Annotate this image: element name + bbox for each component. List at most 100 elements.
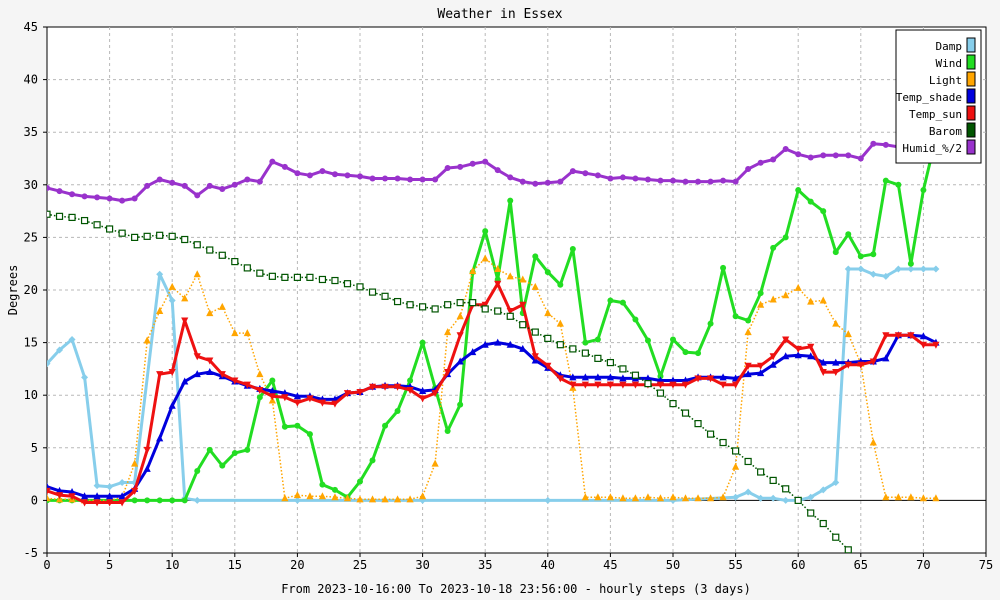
series-line-temp-sun (47, 282, 936, 504)
data-point-barom (419, 303, 427, 311)
data-point-light (318, 492, 327, 500)
data-point-humid-2 (644, 176, 651, 183)
data-point-temp-shade (606, 373, 614, 381)
data-point-wind (845, 231, 852, 238)
data-point-wind (507, 197, 514, 204)
data-point-barom (569, 345, 577, 353)
data-point-temp-sun (143, 446, 151, 454)
data-point-wind (745, 317, 752, 324)
data-point-barom (706, 430, 715, 438)
y-tick-label: 45 (24, 20, 38, 34)
data-point-temp-sun (656, 381, 665, 389)
data-point-temp-shade (919, 332, 927, 340)
data-point-barom (231, 257, 239, 266)
data-point-humid-2 (557, 178, 564, 185)
data-point-damp (769, 494, 777, 502)
data-point-humid-2 (870, 140, 877, 147)
data-point-damp (819, 486, 827, 494)
data-point-damp (832, 479, 840, 487)
data-point-barom (681, 409, 690, 417)
data-point-damp (156, 270, 164, 278)
data-point-barom (105, 225, 114, 233)
data-point-temp-shade (156, 434, 164, 442)
data-point-light (156, 307, 164, 315)
data-point-damp (807, 493, 815, 501)
data-point-humid-2 (144, 182, 151, 189)
data-point-temp-sun (494, 280, 502, 288)
data-point-humid-2 (582, 170, 589, 177)
data-point-barom (343, 280, 352, 288)
data-point-barom (531, 328, 539, 336)
data-point-wind (532, 253, 539, 260)
data-point-temp-sun (444, 369, 452, 377)
data-point-temp-shade (569, 373, 577, 381)
data-point-temp-shade (118, 492, 126, 500)
data-point-light (556, 319, 564, 327)
data-point-temp-sun (531, 353, 539, 361)
data-point-barom (669, 400, 677, 408)
legend-swatch-temp-sun (966, 105, 976, 121)
data-point-temp-sun (619, 381, 627, 389)
data-point-light (669, 493, 677, 501)
y-tick-label: -5 (24, 546, 38, 560)
data-point-wind (281, 423, 288, 430)
data-point-temp-shade (143, 464, 151, 472)
x-tick-label: 15 (228, 558, 242, 572)
data-point-humid-2 (231, 181, 238, 188)
data-point-temp-shade (106, 492, 114, 500)
x-tick-label: 55 (728, 558, 742, 572)
data-point-wind (569, 245, 576, 252)
data-point-temp-sun (293, 399, 301, 407)
data-point-wind (644, 337, 651, 344)
data-point-barom (694, 420, 702, 428)
data-point-temp-shade (757, 369, 765, 377)
data-point-light (606, 493, 614, 501)
data-point-light (356, 495, 364, 503)
data-point-humid-2 (820, 152, 827, 159)
data-point-light (494, 264, 502, 272)
data-point-temp-sun (206, 357, 214, 365)
data-point-temp-shade (782, 352, 790, 360)
data-point-temp-sun (131, 487, 139, 495)
data-point-barom (118, 229, 126, 237)
data-point-humid-2 (682, 178, 689, 185)
data-point-barom (757, 468, 765, 476)
data-point-light (231, 329, 239, 337)
data-point-barom (794, 496, 802, 504)
data-point-damp (919, 265, 927, 273)
data-point-damp (782, 496, 790, 504)
data-point-light (456, 312, 464, 320)
data-point-temp-sun (431, 390, 439, 398)
data-point-light (757, 300, 765, 308)
data-point-light (519, 275, 527, 283)
data-point-wind (169, 497, 176, 504)
data-point-barom (782, 485, 790, 493)
data-point-light (907, 493, 915, 501)
data-point-damp (732, 493, 740, 501)
data-point-light (581, 493, 589, 501)
data-point-temp-sun (93, 499, 101, 507)
data-point-light (631, 494, 640, 502)
legend-swatch-barom (966, 122, 976, 138)
data-point-light (819, 296, 827, 304)
data-point-humid-2 (269, 158, 276, 165)
data-point-humid-2 (256, 178, 263, 185)
data-point-wind (770, 244, 777, 251)
data-point-humid-2 (469, 160, 476, 167)
data-point-humid-2 (619, 174, 626, 181)
data-point-temp-sun (118, 499, 126, 507)
x-tick-label: 60 (791, 558, 805, 572)
data-point-damp (857, 265, 865, 273)
data-point-temp-shade (494, 338, 502, 346)
data-point-barom (631, 371, 640, 379)
data-point-temp-shade (832, 358, 840, 366)
data-point-temp-sun (393, 383, 402, 391)
x-tick-label: 40 (541, 558, 555, 572)
data-point-temp-sun (894, 332, 902, 340)
data-point-barom (431, 305, 439, 313)
data-point-temp-sun (231, 377, 239, 385)
data-point-humid-2 (131, 195, 138, 202)
data-point-temp-sun (419, 395, 427, 403)
data-point-wind (707, 320, 714, 327)
data-point-humid-2 (720, 177, 727, 184)
